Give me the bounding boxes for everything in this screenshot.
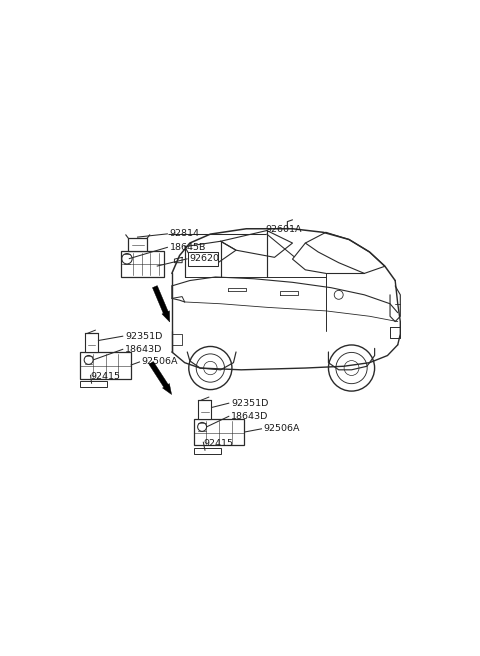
Text: 92415: 92415	[203, 439, 233, 448]
Text: 18643D: 18643D	[231, 411, 268, 420]
Text: 92814: 92814	[170, 230, 200, 238]
FancyBboxPatch shape	[198, 400, 211, 419]
Text: 92506A: 92506A	[142, 358, 179, 366]
FancyBboxPatch shape	[128, 238, 147, 251]
Text: 92601A: 92601A	[266, 225, 302, 234]
Text: 92620: 92620	[190, 255, 220, 263]
FancyArrow shape	[149, 361, 172, 394]
FancyBboxPatch shape	[81, 352, 131, 379]
FancyArrow shape	[153, 285, 170, 322]
Text: 92351D: 92351D	[125, 332, 162, 340]
FancyBboxPatch shape	[81, 380, 107, 386]
Text: 92351D: 92351D	[231, 399, 268, 407]
FancyBboxPatch shape	[121, 251, 164, 277]
FancyBboxPatch shape	[194, 419, 244, 445]
FancyBboxPatch shape	[85, 333, 98, 352]
Text: 92415: 92415	[91, 372, 120, 381]
FancyBboxPatch shape	[188, 252, 218, 266]
Text: 18643D: 18643D	[125, 344, 162, 354]
FancyBboxPatch shape	[194, 447, 221, 454]
Text: 18645B: 18645B	[170, 243, 206, 252]
Text: 92506A: 92506A	[264, 424, 300, 433]
